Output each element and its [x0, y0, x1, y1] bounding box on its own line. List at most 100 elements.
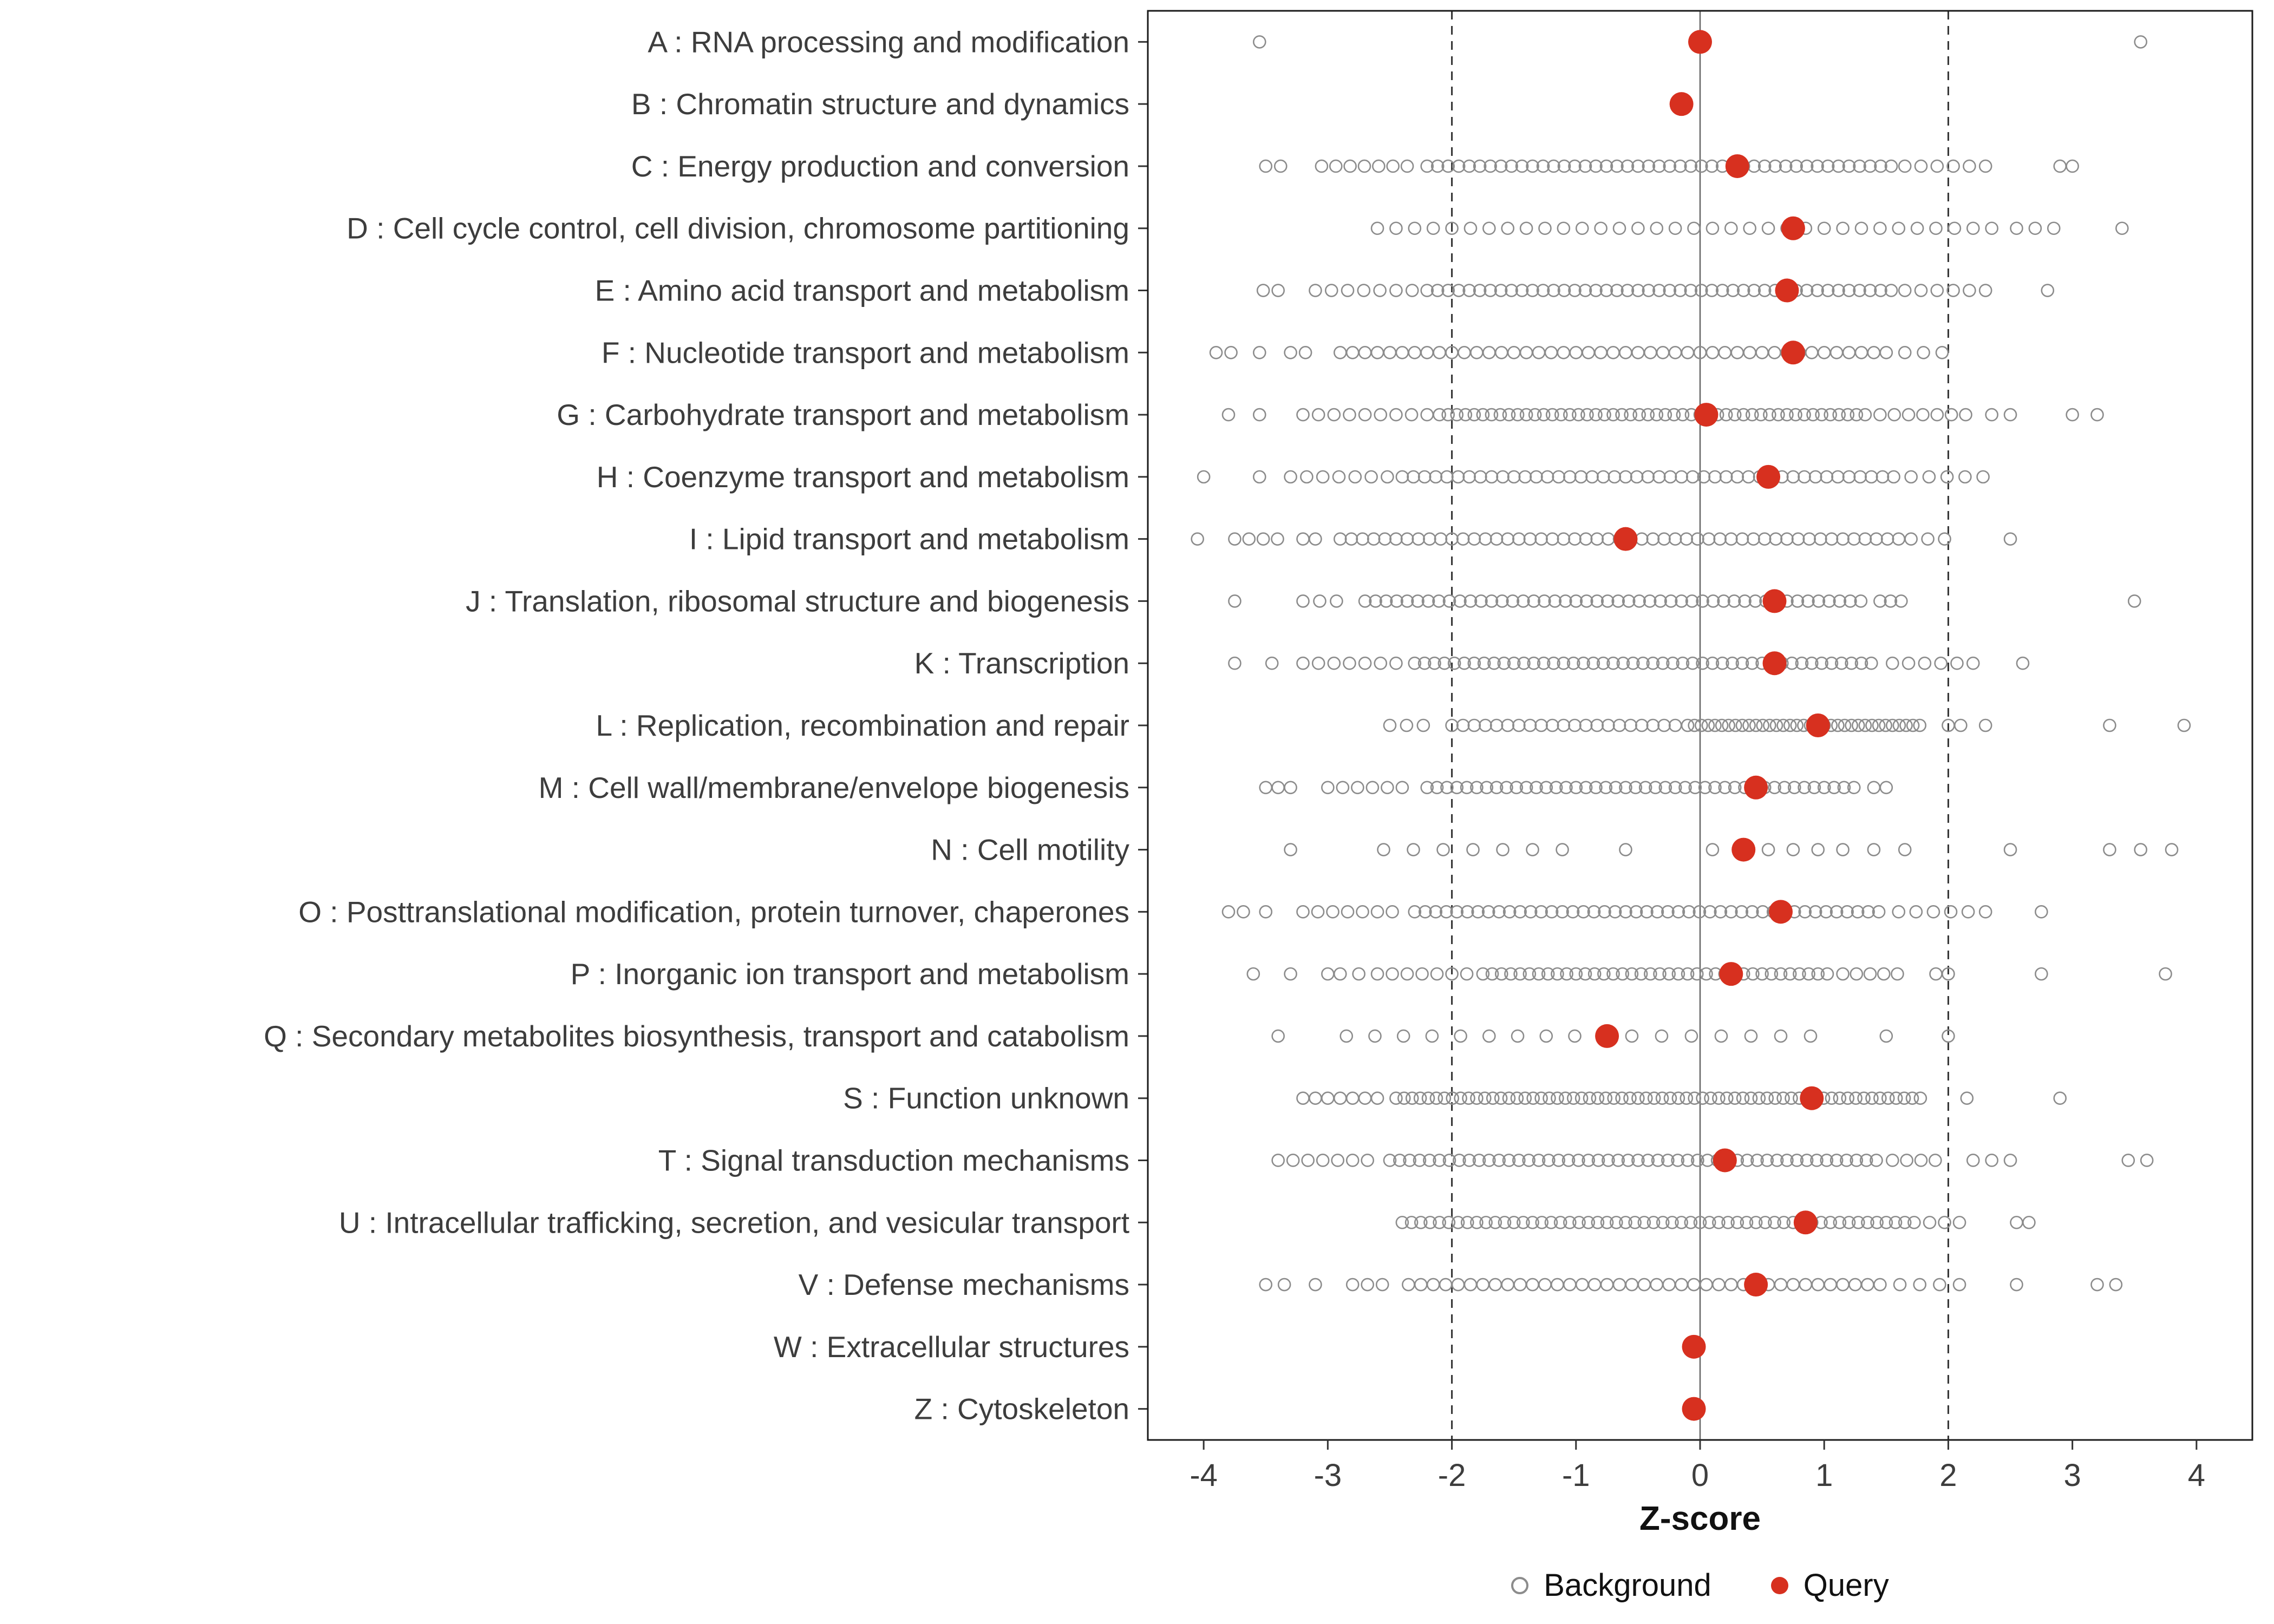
background-point	[1517, 594, 1530, 608]
background-point	[1874, 159, 1887, 173]
background-point	[1470, 1215, 1484, 1229]
background-point	[1671, 967, 1685, 981]
background-point	[1933, 1278, 1946, 1292]
background-point	[1343, 656, 1356, 670]
background-point	[1730, 470, 1744, 484]
background-point	[1706, 843, 1720, 856]
background-point	[1876, 470, 1890, 484]
background-point	[1386, 159, 1400, 173]
background-point	[1429, 905, 1443, 919]
background-point	[1393, 1154, 1407, 1167]
background-point	[1557, 159, 1571, 173]
background-point	[1619, 1215, 1632, 1229]
background-point	[1671, 905, 1685, 919]
background-point	[1675, 594, 1688, 608]
background-point	[1684, 284, 1698, 297]
background-point	[2035, 967, 2048, 981]
background-point	[1625, 1029, 1639, 1043]
background-point	[1389, 656, 1403, 670]
background-point	[1466, 843, 1480, 856]
background-point	[1684, 1215, 1698, 1229]
background-point	[1479, 718, 1492, 732]
background-point	[1512, 532, 1526, 546]
background-point	[1348, 470, 1362, 484]
background-point	[1563, 408, 1577, 422]
background-point	[1798, 905, 1812, 919]
background-point	[1918, 656, 1932, 670]
background-point	[1836, 532, 1850, 546]
background-point	[1747, 532, 1760, 546]
query-point	[1762, 589, 1787, 613]
background-point	[1687, 221, 1701, 235]
background-point	[1900, 1154, 1913, 1167]
background-point	[1545, 532, 1559, 546]
background-point	[1629, 781, 1643, 795]
background-point	[1849, 1091, 1863, 1105]
background-point	[1327, 656, 1341, 670]
background-point	[1744, 1091, 1758, 1105]
background-point	[1430, 781, 1444, 795]
background-point	[2016, 656, 2030, 670]
background-point	[1803, 1029, 1818, 1043]
background-point	[1693, 905, 1707, 919]
query-point	[1781, 340, 1805, 365]
background-point	[1395, 1215, 1409, 1229]
background-point	[1892, 905, 1906, 919]
background-point	[1374, 656, 1388, 670]
background-point	[1789, 408, 1802, 422]
background-point	[1405, 1091, 1419, 1105]
background-point	[1557, 284, 1571, 297]
background-point	[1316, 1154, 1330, 1167]
background-point	[1853, 470, 1867, 484]
background-point	[1501, 532, 1515, 546]
background-point	[1557, 718, 1571, 732]
background-point	[1894, 594, 1908, 608]
background-point	[1858, 718, 1872, 732]
background-point	[1780, 532, 1794, 546]
background-point	[1414, 1215, 1428, 1229]
background-point	[1551, 1091, 1564, 1105]
background-point	[1485, 594, 1499, 608]
background-point	[1578, 967, 1592, 981]
background-point	[1311, 408, 1325, 422]
background-point	[1768, 159, 1782, 173]
x-tick-label: -3	[1314, 1458, 1342, 1493]
background-point	[1703, 905, 1717, 919]
background-point	[1735, 656, 1749, 670]
background-point	[1865, 1091, 1879, 1105]
background-point	[1579, 532, 1593, 546]
category-label: I : Lipid transport and metabolism	[689, 522, 1129, 556]
background-point	[1496, 843, 1510, 856]
background-point	[1484, 159, 1497, 173]
background-point	[1357, 284, 1371, 297]
background-point	[1425, 1029, 1439, 1043]
background-point	[1616, 967, 1630, 981]
background-point	[1885, 656, 1899, 670]
background-point	[1534, 1091, 1548, 1105]
background-point	[1929, 1154, 1942, 1167]
background-point	[1620, 284, 1635, 297]
background-point	[1631, 221, 1645, 235]
x-tick-label: -2	[1438, 1458, 1466, 1493]
background-point	[1873, 1091, 1887, 1105]
background-point	[1358, 594, 1372, 608]
background-point	[1566, 656, 1580, 670]
background-point	[1597, 967, 1611, 981]
background-point	[1535, 1215, 1549, 1229]
background-point	[1624, 718, 1637, 732]
background-point	[1840, 1154, 1853, 1167]
background-point	[1489, 718, 1504, 732]
background-point	[1544, 1215, 1558, 1229]
background-point	[2159, 967, 2172, 981]
background-point	[1374, 408, 1388, 422]
category-label: N : Cell motility	[931, 833, 1129, 867]
background-point	[1825, 656, 1839, 670]
background-point	[1713, 532, 1727, 546]
background-point	[1889, 1091, 1903, 1105]
background-point	[1284, 967, 1297, 981]
background-point	[1769, 718, 1783, 732]
background-point	[1811, 843, 1825, 856]
background-point	[1411, 594, 1424, 608]
